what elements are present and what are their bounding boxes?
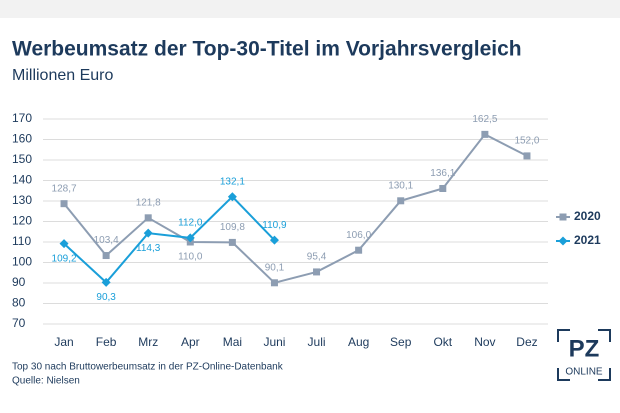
data-point [397,197,405,205]
y-tick-label: 100 [12,255,32,269]
series-line [63,133,528,284]
data-label: 112,0 [178,218,203,229]
data-label: 114,3 [136,243,161,254]
y-tick-label: 170 [12,111,32,125]
data-point [185,233,195,243]
data-point [313,268,321,276]
data-label: 132,1 [220,176,245,187]
y-tick-label: 150 [12,152,32,166]
logo-text: ONLINE [565,367,603,378]
logo: PZ ONLINE [557,329,611,381]
data-label: 136,1 [430,168,455,179]
x-tick-label: Mai [223,335,242,349]
data-label: 128,7 [52,183,77,194]
legend-label: 2021 [574,233,601,247]
legend-marker [559,213,567,221]
chart-subtitle: Millionen Euro [12,67,113,84]
data-point [227,192,237,202]
x-tick-label: Sep [390,335,412,349]
data-point [60,200,68,208]
data-label: 95,4 [307,252,327,263]
x-tick-label: Juni [263,335,285,349]
series-line [63,195,276,284]
data-point [102,252,110,260]
data-label: 90,1 [265,262,285,273]
x-tick-label: Juli [308,335,326,349]
y-tick-label: 70 [12,316,26,330]
data-point [270,279,278,287]
x-tick-label: Okt [433,335,452,349]
data-label: 109,8 [220,222,245,233]
data-label: 103,4 [94,235,119,246]
data-point [228,238,236,246]
logo-text: PZ [569,335,600,362]
data-point [143,228,153,238]
legend-marker [558,236,568,246]
chart-title: Werbeumsatz der Top-30-Titel im Vorjahrs… [12,38,522,61]
legend-label: 2020 [574,209,601,223]
data-point [523,152,531,160]
data-label: 152,0 [514,136,539,147]
footnote: Quelle: Nielsen [12,376,80,387]
x-tick-label: Mrz [138,335,158,349]
data-label: 110,9 [262,220,287,231]
data-label: 106,0 [346,230,371,241]
top-band [0,0,620,18]
data-point [481,130,489,138]
data-label: 110,0 [178,252,203,263]
y-tick-label: 110 [12,234,31,248]
y-tick-label: 90 [12,275,26,289]
data-point [101,277,111,287]
data-point [439,184,447,192]
footnote: Top 30 nach Bruttowerbeumsatz in der PZ-… [12,362,284,373]
data-label: 162,5 [472,114,497,125]
x-tick-label: Jan [54,335,73,349]
x-tick-label: Nov [474,335,495,349]
y-tick-label: 80 [12,296,26,310]
data-point [355,246,363,254]
data-label: 121,8 [136,197,161,208]
x-tick-label: Apr [181,335,200,349]
data-label: 109,2 [52,253,77,264]
data-point [144,214,152,222]
y-tick-label: 120 [12,214,32,228]
data-label: 90,3 [96,292,116,303]
logo-frame [557,329,611,381]
y-tick-label: 160 [12,132,32,146]
x-tick-label: Dez [516,335,537,349]
data-point [269,235,279,245]
y-tick-label: 140 [12,173,32,187]
x-tick-label: Feb [96,335,117,349]
x-tick-label: Aug [348,335,369,349]
data-label: 130,1 [388,180,413,191]
data-point [59,239,69,249]
y-tick-label: 130 [12,193,32,207]
